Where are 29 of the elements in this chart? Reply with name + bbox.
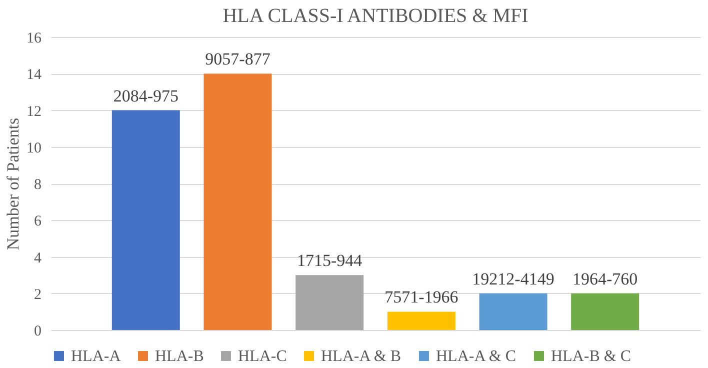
legend-label: HLA-B — [155, 348, 204, 365]
y-tick-label: 6 — [34, 214, 42, 230]
y-tick-label: 14 — [26, 67, 42, 84]
data-label: 2084-975 — [113, 86, 178, 106]
bar — [479, 293, 548, 330]
bar — [112, 110, 180, 330]
bar — [571, 293, 640, 330]
y-axis-title: Number of Patients — [4, 118, 22, 250]
legend-label: HLA-A — [71, 348, 122, 365]
data-label: 19212-4149 — [472, 269, 554, 288]
bar — [387, 312, 456, 330]
legend-label: HLA-A & C — [436, 348, 516, 365]
data-label: 1715-944 — [296, 251, 363, 270]
y-tick-label: 12 — [26, 104, 42, 120]
data-label: 1964-760 — [572, 269, 638, 288]
data-label: 7571-1966 — [384, 288, 458, 307]
bar — [296, 275, 364, 330]
y-tick-label: 2 — [34, 286, 42, 303]
y-tick-label: 10 — [26, 140, 42, 156]
y-tick-label: 16 — [26, 30, 42, 46]
y-tick-label: 0 — [34, 324, 42, 340]
data-label: 9057-877 — [205, 50, 271, 69]
legend-label: HLA-C — [238, 348, 287, 365]
bar — [204, 74, 272, 330]
legend-label: HLA-A & B — [321, 348, 401, 365]
y-tick-label: 8 — [34, 177, 42, 193]
y-tick-label: 4 — [34, 250, 42, 266]
chart-title: HLA CLASS-I ANTIBODIES & MFI — [222, 5, 528, 27]
legend-label: HLA-B & C — [551, 348, 631, 365]
